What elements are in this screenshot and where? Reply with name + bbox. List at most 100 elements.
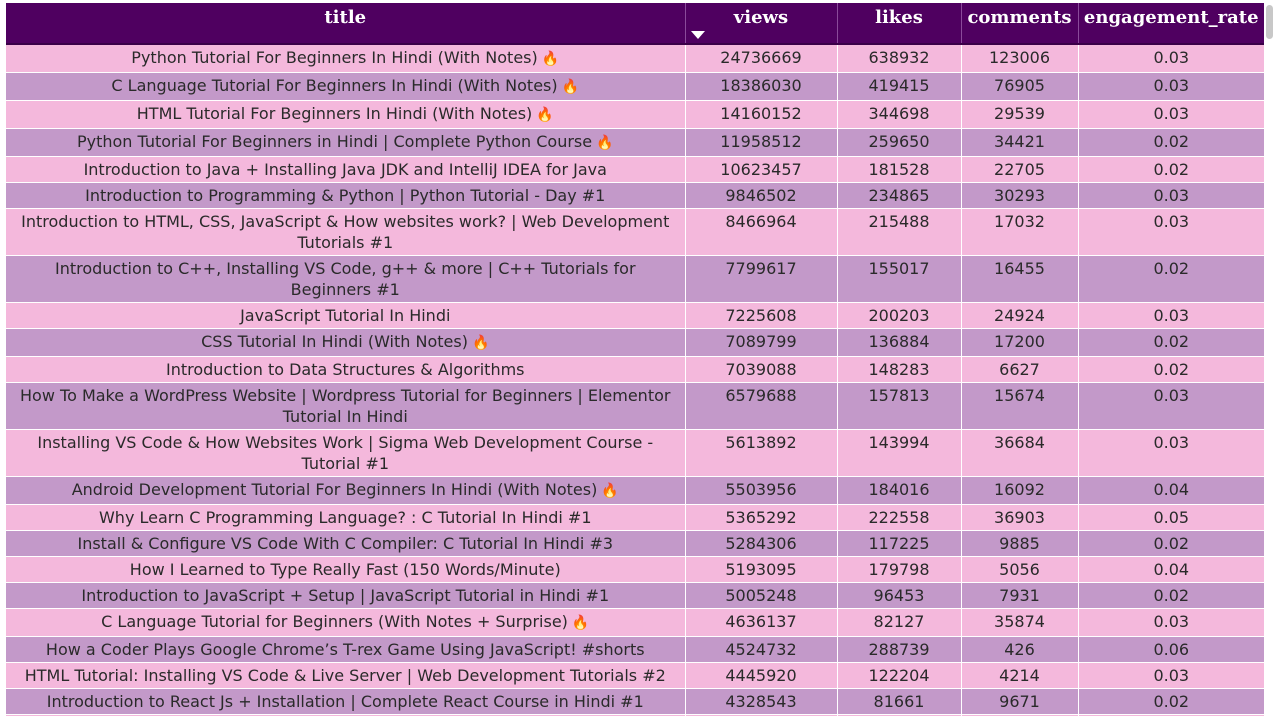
table-row[interactable]: Install & Configure VS Code With C Compi… <box>6 530 1264 557</box>
cell-title-text: HTML Tutorial For Beginners In Hindi (Wi… <box>136 104 533 123</box>
cell-views: 9846502 <box>685 182 838 209</box>
table-row[interactable]: Introduction to JavaScript + Setup | Jav… <box>6 582 1264 609</box>
cell-title-text: CSS Tutorial In Hindi (With Notes) <box>201 332 468 351</box>
column-header-comments[interactable]: comments <box>961 3 1079 45</box>
cell-title: Installing VS Code & How Websites Work |… <box>6 429 686 477</box>
table-row[interactable]: Python Tutorial For Beginners In Hindi (… <box>6 44 1264 73</box>
vertical-scrollbar[interactable] <box>1265 3 1274 716</box>
cell-title-text: Introduction to Data Structures & Algori… <box>165 360 525 379</box>
cell-title: Python Tutorial For Beginners in Hindi |… <box>6 128 686 157</box>
table-row[interactable]: Introduction to Data Structures & Algori… <box>6 356 1264 383</box>
cell-likes: 179798 <box>837 556 962 583</box>
cell-title: HTML Tutorial For Beginners In Hindi (Wi… <box>6 100 686 129</box>
cell-comments: 7931 <box>961 582 1079 609</box>
column-header-engagement-rate[interactable]: engagement_rate <box>1078 3 1264 45</box>
cell-views: 18386030 <box>685 72 838 101</box>
table-row[interactable]: How To Make a WordPress Website | Wordpr… <box>6 382 1264 430</box>
table-row[interactable]: JavaScript Tutorial In Hindi 7225608 20020… <box>6 302 1264 329</box>
table-row[interactable]: Introduction to C++, Installing VS Code,… <box>6 255 1264 303</box>
table-row[interactable]: Introduction to Programming & Python | P… <box>6 182 1264 209</box>
column-header-views-label: views <box>733 7 789 28</box>
table-row[interactable]: Basic Structure of a Java Program: Under… <box>6 714 1264 716</box>
table-row[interactable]: Android Development Tutorial For Beginne… <box>6 476 1264 505</box>
cell-engagement-rate: 0.02 <box>1078 356 1264 383</box>
cell-engagement-rate: 0.03 <box>1078 608 1264 637</box>
cell-title-text: C Language Tutorial for Beginners (With … <box>101 612 568 631</box>
column-header-views[interactable]: views <box>685 3 838 45</box>
cell-title-text: Why Learn C Programming Language? : C Tu… <box>98 508 592 527</box>
cell-comments: 34421 <box>961 128 1079 157</box>
cell-comments: 76905 <box>961 72 1079 101</box>
scrollbar-thumb[interactable] <box>1266 5 1273 39</box>
table-row[interactable]: C Language Tutorial for Beginners (With … <box>6 608 1264 637</box>
cell-engagement-rate: 0.02 <box>1078 530 1264 557</box>
cell-title-text: Android Development Tutorial For Beginne… <box>71 480 598 499</box>
table-row[interactable]: Introduction to React Js + Installation … <box>6 688 1264 715</box>
cell-views: 10623457 <box>685 156 838 183</box>
cell-views: 5613892 <box>685 429 838 477</box>
table-row[interactable]: Introduction to HTML, CSS, JavaScript & … <box>6 208 1264 256</box>
cell-views: 8466964 <box>685 208 838 256</box>
cell-title: C Language Tutorial For Beginners In Hin… <box>6 72 686 101</box>
cell-likes: 82127 <box>837 608 962 637</box>
table-row[interactable]: Installing VS Code & How Websites Work |… <box>6 429 1264 477</box>
table-row[interactable]: HTML Tutorial: Installing VS Code & Live… <box>6 662 1264 689</box>
cell-comments: 29539 <box>961 100 1079 129</box>
cell-engagement-rate: 0.03 <box>1078 382 1264 430</box>
cell-title-text: Python Tutorial For Beginners in Hindi |… <box>76 132 593 151</box>
cell-title: How a Coder Plays Google Chrome’s T-rex … <box>6 636 686 663</box>
sort-descending-icon[interactable] <box>690 31 705 39</box>
cell-title-text: HTML Tutorial: Installing VS Code & Live… <box>24 666 666 685</box>
table-row[interactable]: Python Tutorial For Beginners in Hindi |… <box>6 128 1264 157</box>
cell-likes: 96453 <box>837 582 962 609</box>
cell-likes: 157813 <box>837 382 962 430</box>
table-row[interactable]: How I Learned to Type Really Fast (150 W… <box>6 556 1264 583</box>
cell-title-text: How To Make a WordPress Website | Wordpr… <box>20 386 671 426</box>
cell-title: Introduction to Programming & Python | P… <box>6 182 686 209</box>
cell-views: 5005248 <box>685 582 838 609</box>
cell-title: Introduction to C++, Installing VS Code,… <box>6 255 686 303</box>
cell-title: Why Learn C Programming Language? : C Tu… <box>6 504 686 531</box>
flame-icon: 🔥 <box>561 79 580 95</box>
table-row[interactable]: Introduction to Java + Installing Java J… <box>6 156 1264 183</box>
cell-comments: 24924 <box>961 302 1079 329</box>
table-row[interactable]: HTML Tutorial For Beginners In Hindi (Wi… <box>6 100 1264 129</box>
cell-engagement-rate: 0.04 <box>1078 556 1264 583</box>
cell-comments: 22705 <box>961 156 1079 183</box>
cell-views: 4328543 <box>685 688 838 715</box>
cell-views: 4524732 <box>685 636 838 663</box>
column-header-likes[interactable]: likes <box>837 3 962 45</box>
cell-engagement-rate: 0.03 <box>1078 208 1264 256</box>
cell-views: 14160152 <box>685 100 838 129</box>
cell-engagement-rate: 0.03 <box>1078 182 1264 209</box>
cell-views: 6579688 <box>685 382 838 430</box>
table-row[interactable]: How a Coder Plays Google Chrome’s T-rex … <box>6 636 1264 663</box>
cell-title-text: Introduction to Programming & Python | P… <box>85 186 606 205</box>
cell-title: How I Learned to Type Really Fast (150 W… <box>6 556 686 583</box>
cell-views: 11958512 <box>685 128 838 157</box>
flame-icon: 🔥 <box>571 615 590 631</box>
cell-engagement-rate: 0.04 <box>1078 714 1264 716</box>
cell-comments: 36684 <box>961 429 1079 477</box>
cell-comments: 36903 <box>961 504 1079 531</box>
cell-views: 7225608 <box>685 302 838 329</box>
flame-icon: 🔥 <box>541 51 560 67</box>
table-row[interactable]: C Language Tutorial For Beginners In Hin… <box>6 72 1264 101</box>
cell-views: 4095684 <box>685 714 838 716</box>
cell-title: Introduction to React Js + Installation … <box>6 688 686 715</box>
table-row[interactable]: Why Learn C Programming Language? : C Tu… <box>6 504 1264 531</box>
column-header-title[interactable]: title <box>6 3 686 45</box>
cell-likes: 288739 <box>837 636 962 663</box>
cell-title-text: Python Tutorial For Beginners In Hindi (… <box>131 48 538 67</box>
cell-comments: 5056 <box>961 556 1079 583</box>
cell-title: Introduction to Data Structures & Algori… <box>6 356 686 383</box>
cell-comments: 16092 <box>961 476 1079 505</box>
table-row[interactable]: CSS Tutorial In Hindi (With Notes) 🔥 70897… <box>6 328 1264 357</box>
cell-title-text: Installing VS Code & How Websites Work |… <box>37 433 654 473</box>
cell-comments: 123006 <box>961 44 1079 73</box>
cell-title: Basic Structure of a Java Program: Under… <box>6 714 686 716</box>
cell-likes: 138971 <box>837 714 962 716</box>
cell-likes: 200203 <box>837 302 962 329</box>
cell-title: Install & Configure VS Code With C Compi… <box>6 530 686 557</box>
cell-comments: 15674 <box>961 382 1079 430</box>
